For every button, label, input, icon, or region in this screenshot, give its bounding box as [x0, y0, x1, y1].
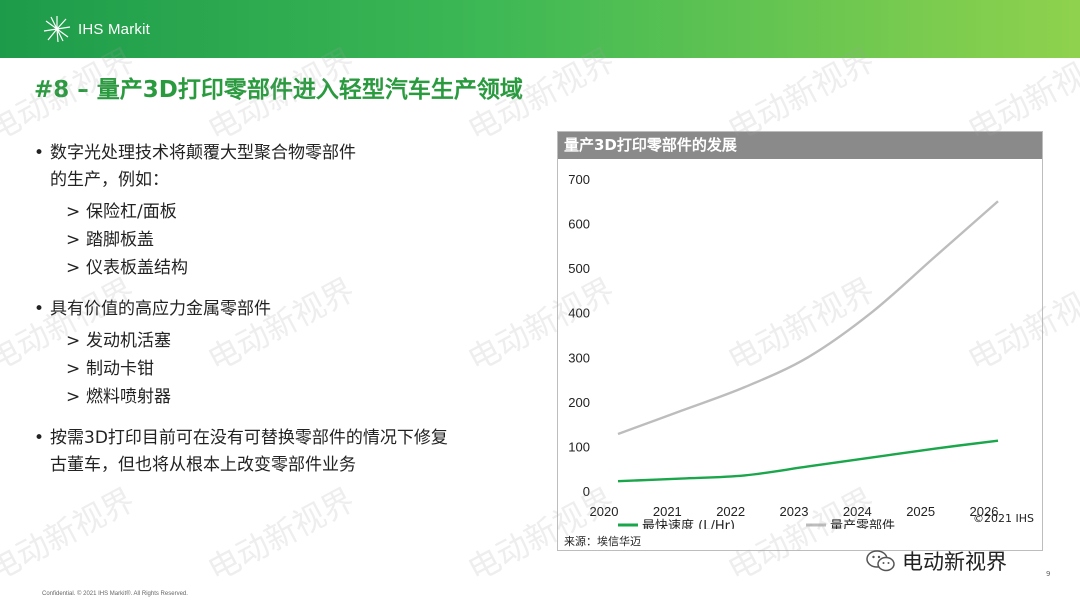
- starburst-icon: [43, 16, 71, 43]
- wechat-icon: [866, 550, 895, 572]
- sub-item: > 仪表板盖结构: [66, 258, 188, 278]
- page-number: 9: [1046, 570, 1051, 578]
- sub-item: > 发动机活塞: [66, 331, 171, 351]
- bullet-text: 具有价值的高应力金属零部件: [50, 299, 271, 319]
- bullet-item: • 具有价值的高应力金属零部件 > 发动机活塞 > 制动卡钳 > 燃料喷射器: [34, 296, 514, 411]
- bullet-list: • 数字光处理技术将颠覆大型聚合物零部件 的生产，例如： > 保险杠/面板 > 踏脚…: [34, 140, 514, 479]
- y-tick-label: 700: [568, 172, 590, 187]
- bullet-marker: •: [34, 299, 45, 319]
- top-banner: IHS Markit: [0, 0, 1080, 58]
- bullet-text-cont: 古董车，但也将从根本上改变零部件业务: [50, 455, 356, 475]
- wechat-watermark: 电动新视界: [866, 546, 1007, 576]
- x-tick-label: 2024: [843, 504, 872, 519]
- y-tick-label: 200: [568, 395, 590, 410]
- chart-source: 来源：埃信华迈: [564, 535, 641, 548]
- y-tick-label: 500: [568, 261, 590, 276]
- series-line: [617, 439, 999, 483]
- chart-copyright: ©2021 IHS: [973, 512, 1034, 525]
- x-tick-label: 2025: [906, 504, 935, 519]
- y-tick-label: 300: [568, 350, 590, 365]
- bullet-marker: •: [34, 143, 45, 163]
- x-tick-label: 2020: [590, 504, 619, 519]
- legend-label: 量产零部件: [830, 519, 895, 529]
- y-tick-label: 400: [568, 306, 590, 321]
- y-tick-label: 0: [583, 484, 590, 499]
- bullet-marker: •: [34, 428, 45, 448]
- x-tick-label: 2023: [780, 504, 809, 519]
- watermark-text: 电动新视界: [201, 480, 361, 590]
- bullet-text-cont: 的生产，例如：: [50, 170, 169, 190]
- sub-item: > 踏脚板盖: [66, 230, 154, 250]
- chart-title: 量产3D打印零部件的发展: [558, 132, 1042, 159]
- footer-confidential: Confidential. © 2021 IHS Markit®. All Ri…: [42, 591, 188, 597]
- legend-label: 最快速度 (L/Hr): [642, 518, 735, 529]
- line-chart: 0 100 200 300 400 500 600 700 2020 2021 2022 2023 20…: [568, 172, 999, 529]
- bullet-item: • 按需3D打印目前可在没有可替换零部件的情况下修复 古董车，但也将从根本上改变…: [34, 425, 514, 479]
- bullet-text: 数字光处理技术将颠覆大型聚合物零部件: [50, 143, 356, 163]
- x-tick-label: 2021: [653, 504, 682, 519]
- bullet-item: • 数字光处理技术将颠覆大型聚合物零部件 的生产，例如： > 保险杠/面板 > 踏脚…: [34, 140, 514, 282]
- sub-item: > 制动卡钳: [66, 359, 154, 379]
- watermark-text: 电动新视界: [0, 480, 141, 590]
- bullet-text: 按需3D打印目前可在没有可替换零部件的情况下修复: [50, 428, 448, 448]
- brand-logo: IHS Markit: [42, 14, 150, 44]
- series-line: [617, 200, 999, 436]
- x-tick-label: 2022: [716, 504, 745, 519]
- y-tick-label: 600: [568, 217, 590, 232]
- brand-name: IHS Markit: [78, 20, 151, 38]
- y-tick-label: 100: [568, 439, 590, 454]
- x-tick-label: 2026: [970, 504, 999, 519]
- sub-item: > 保险杠/面板: [66, 202, 177, 222]
- slide-title: #8 – 量产3D打印零部件进入轻型汽车生产领域: [34, 77, 523, 103]
- chart-panel: 量产3D打印零部件的发展 0 100 200 300 400 500 600 700 2020 2…: [557, 131, 1043, 551]
- sub-item: > 燃料喷射器: [66, 387, 171, 407]
- wechat-account: 电动新视界: [902, 550, 1007, 574]
